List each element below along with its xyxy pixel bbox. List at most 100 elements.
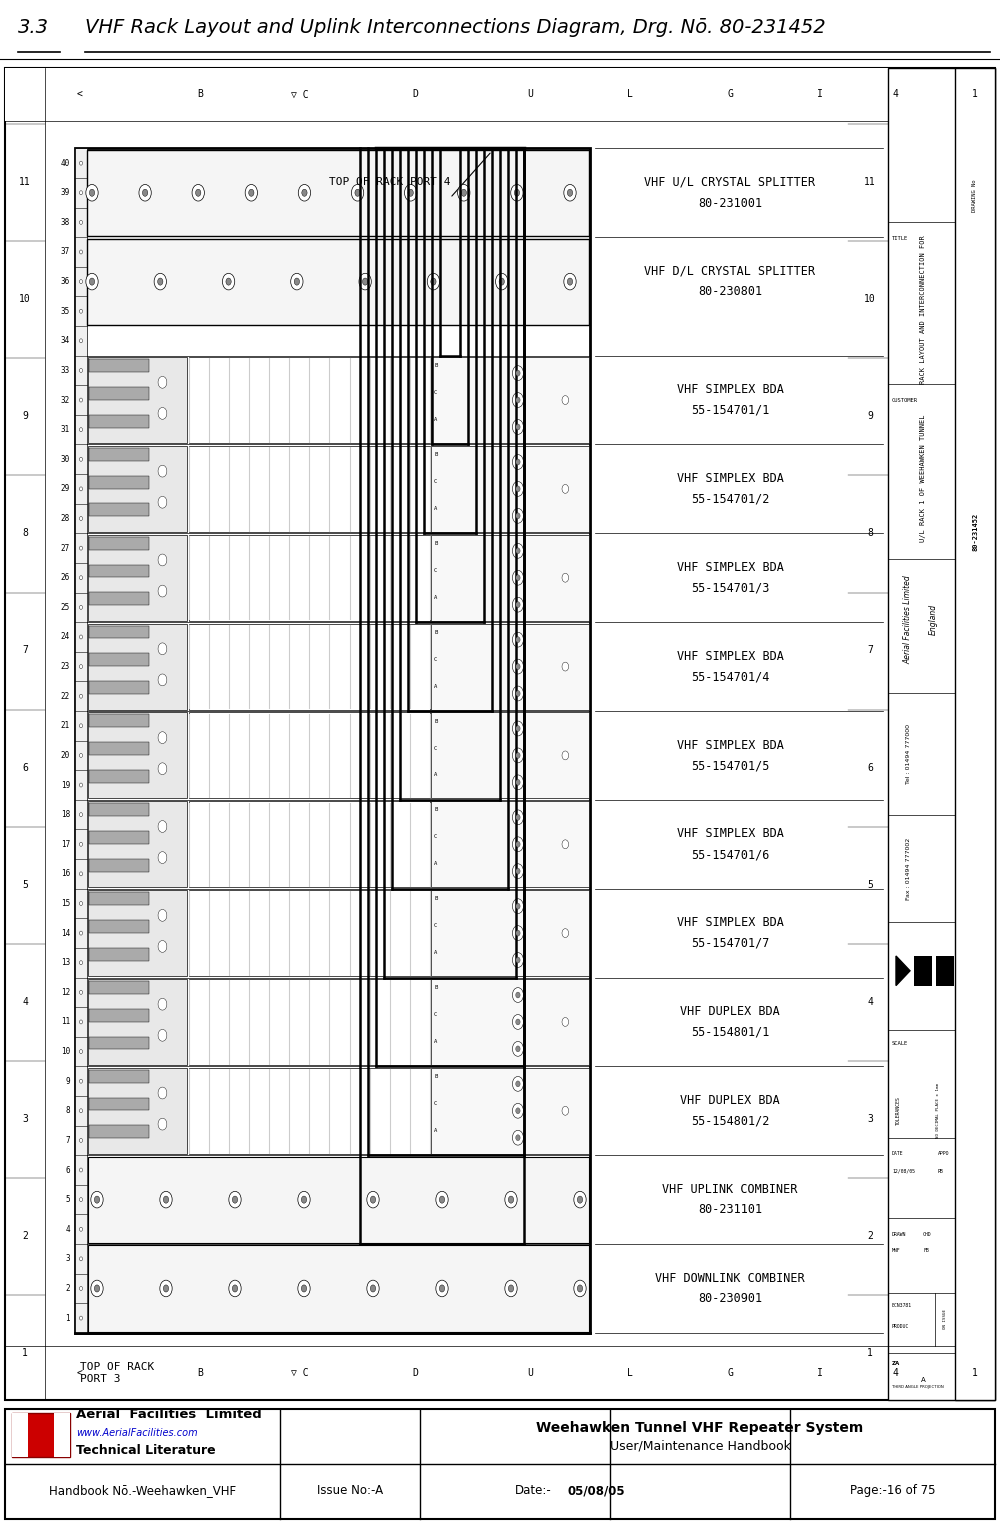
Circle shape — [512, 1130, 523, 1145]
Circle shape — [512, 570, 523, 586]
Text: U: U — [527, 90, 533, 99]
Circle shape — [427, 274, 440, 291]
Bar — [54, 1413, 70, 1457]
Text: U: U — [527, 1369, 533, 1378]
Circle shape — [80, 546, 82, 551]
Circle shape — [80, 694, 82, 698]
Bar — [431, 980, 589, 1065]
Circle shape — [516, 424, 520, 430]
Circle shape — [458, 184, 470, 201]
Text: 3: 3 — [867, 1113, 873, 1124]
Text: User/Maintenance Handbook: User/Maintenance Handbook — [610, 1439, 790, 1453]
Circle shape — [80, 280, 82, 283]
Bar — [89, 503, 149, 516]
Text: 20: 20 — [61, 751, 70, 760]
Circle shape — [359, 274, 371, 291]
Bar — [89, 891, 149, 905]
Bar — [75, 149, 87, 1332]
Circle shape — [508, 1196, 514, 1203]
Text: L: L — [627, 1369, 633, 1378]
Text: C: C — [434, 567, 437, 573]
Bar — [89, 742, 149, 754]
Circle shape — [80, 1021, 82, 1024]
Circle shape — [245, 184, 257, 201]
Circle shape — [516, 513, 520, 519]
Circle shape — [80, 724, 82, 729]
Circle shape — [80, 517, 82, 520]
Text: B: B — [197, 1369, 203, 1378]
Circle shape — [516, 1135, 520, 1141]
Bar — [89, 1036, 149, 1049]
Text: C: C — [434, 1101, 437, 1106]
Text: ON ISSUE: ON ISSUE — [943, 1310, 947, 1329]
Text: U/L RACK 1 OF WEEHAWKEN TUNNEL: U/L RACK 1 OF WEEHAWKEN TUNNEL — [920, 414, 926, 541]
Bar — [189, 446, 430, 532]
Text: 17: 17 — [61, 840, 70, 849]
Bar — [87, 239, 589, 324]
Text: VHF DUPLEX BDA: VHF DUPLEX BDA — [680, 1094, 780, 1107]
Text: L: L — [627, 90, 633, 99]
Circle shape — [512, 864, 523, 879]
Text: 8: 8 — [65, 1106, 70, 1115]
Text: 14: 14 — [61, 929, 70, 937]
Text: TOLERANCES: TOLERANCES — [896, 1097, 900, 1126]
Text: 35: 35 — [61, 307, 70, 316]
Circle shape — [351, 184, 364, 201]
Circle shape — [80, 872, 82, 876]
Bar — [189, 890, 430, 976]
Circle shape — [80, 1256, 82, 1261]
Bar — [89, 1069, 149, 1083]
Circle shape — [431, 278, 436, 284]
Text: 1: 1 — [867, 1348, 873, 1358]
Circle shape — [436, 1191, 448, 1208]
Bar — [888, 67, 995, 1401]
Circle shape — [80, 1287, 82, 1290]
Circle shape — [222, 274, 235, 291]
Text: 11: 11 — [19, 176, 31, 187]
Text: G: G — [727, 90, 733, 99]
Text: C: C — [434, 923, 437, 928]
Text: SCALE: SCALE — [892, 1040, 908, 1046]
Circle shape — [196, 189, 201, 196]
Circle shape — [496, 274, 508, 291]
Text: B: B — [434, 718, 437, 724]
Circle shape — [562, 1018, 569, 1027]
Text: A: A — [434, 506, 437, 511]
Circle shape — [158, 465, 167, 478]
Circle shape — [367, 1191, 379, 1208]
Text: B: B — [434, 986, 437, 990]
Circle shape — [516, 575, 520, 581]
Text: A: A — [434, 417, 437, 421]
Text: 2: 2 — [867, 1230, 873, 1241]
Bar — [88, 890, 187, 976]
Text: APPO: APPO — [938, 1151, 950, 1156]
Text: 34: 34 — [61, 336, 70, 345]
Bar — [89, 715, 149, 727]
Text: 4: 4 — [867, 996, 873, 1007]
Text: D: D — [412, 1369, 418, 1378]
Bar — [88, 1156, 589, 1243]
Bar — [89, 386, 149, 400]
Text: D: D — [412, 90, 418, 99]
Circle shape — [508, 1285, 514, 1291]
Text: 29: 29 — [61, 484, 70, 493]
Text: VHF SIMPLEX BDA: VHF SIMPLEX BDA — [677, 649, 783, 663]
Circle shape — [80, 487, 82, 491]
Circle shape — [562, 1106, 569, 1115]
Text: SEE DRAWING 80-231455
  FOR TOP VIEW AND
INTERCONNECTION OF RACKS: SEE DRAWING 80-231455 FOR TOP VIEW AND I… — [80, 1418, 242, 1451]
Circle shape — [163, 1285, 169, 1291]
Text: 36: 36 — [61, 277, 70, 286]
Text: 12: 12 — [61, 987, 70, 996]
Circle shape — [512, 659, 523, 674]
Circle shape — [80, 221, 82, 225]
Circle shape — [158, 940, 167, 952]
Text: C: C — [434, 1011, 437, 1018]
Text: DRAWN: DRAWN — [892, 1232, 906, 1237]
Circle shape — [80, 339, 82, 342]
Text: MNF: MNF — [892, 1249, 901, 1253]
Text: 8: 8 — [867, 528, 873, 538]
Text: I: I — [817, 90, 823, 99]
Circle shape — [158, 674, 167, 686]
Text: 6: 6 — [65, 1165, 70, 1174]
Circle shape — [80, 1138, 82, 1142]
